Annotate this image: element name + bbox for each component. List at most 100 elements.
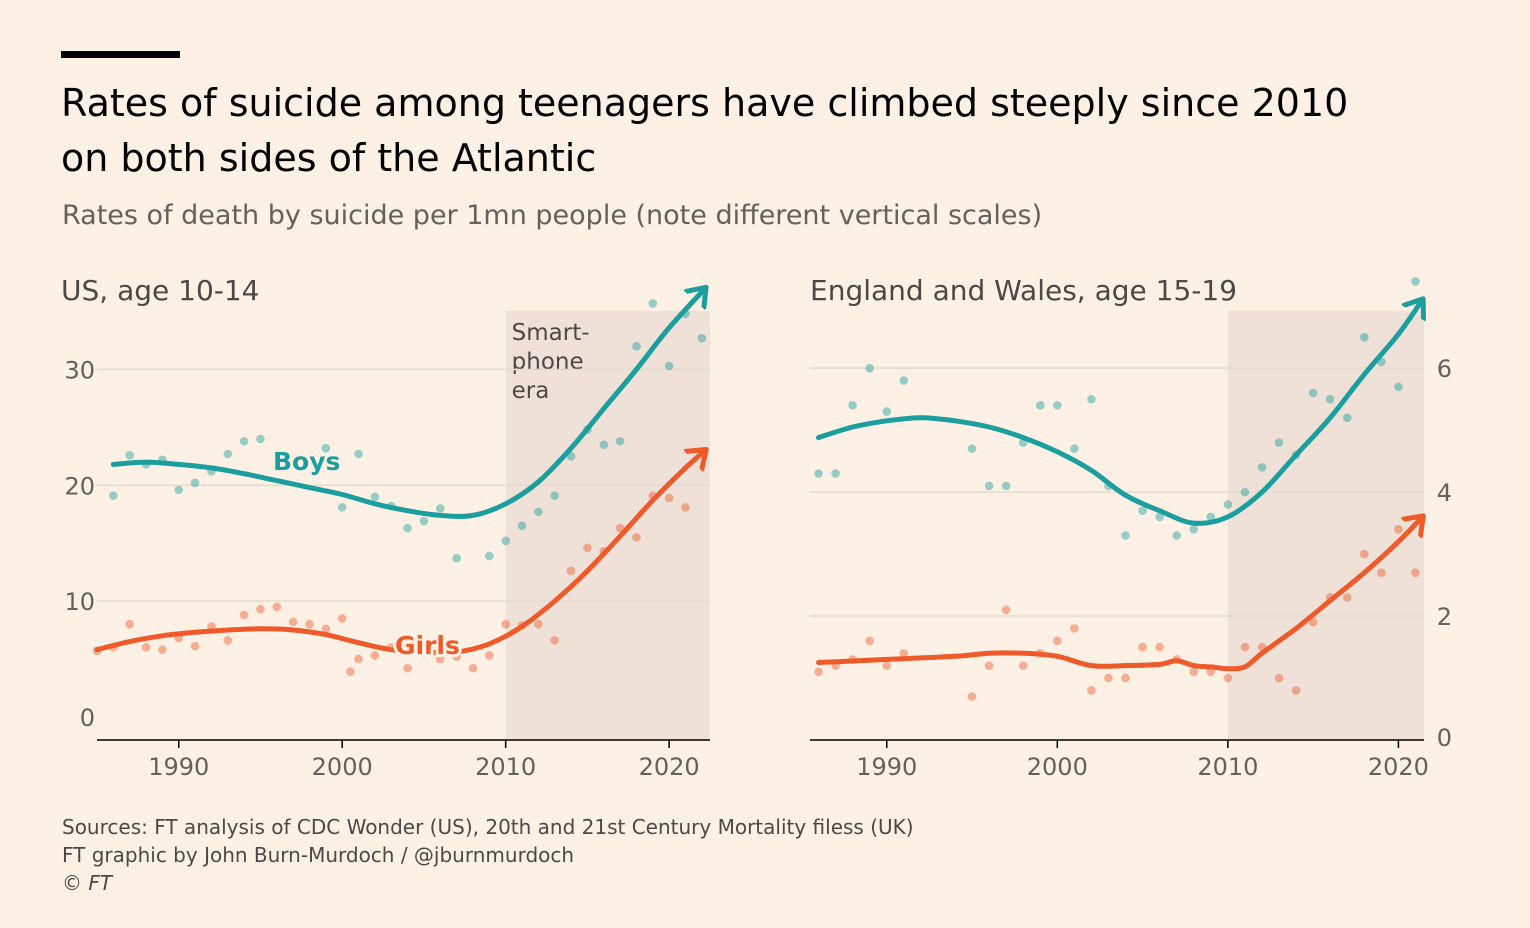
x-tick-label: 2020 [1368,753,1429,781]
girls-data-point [814,667,823,677]
girls-data-point [632,533,641,542]
boys-data-point [899,376,909,385]
boys-data-point [648,299,658,308]
boys-data-point [967,444,977,454]
boys-data-point [354,449,363,459]
boys-data-point [452,553,461,563]
boys-data-point [831,469,840,478]
girls-data-point [1104,673,1113,683]
y-tick-label: 2 [1437,603,1452,631]
x-tick-label: 1990 [148,753,209,781]
smartphone-era-label-line: phone [512,349,584,375]
boys-data-point [1257,463,1267,472]
boys-data-point [125,450,134,460]
smartphone-era-shade [505,311,710,740]
y-tick-label: 30 [64,356,95,384]
y-tick-label: 0 [1437,724,1452,752]
girls-data-point [1138,642,1147,652]
boys-data-point [403,523,412,533]
boys-data-point [1206,512,1216,522]
girls-data-point [1223,673,1233,683]
girls-data-point [346,667,355,676]
girls-data-point [1053,636,1062,646]
smartphone-era-label: Smart-phone era [512,320,590,404]
girls-data-point [1342,593,1352,602]
smartphone-era-label-line: Smart- [512,320,590,346]
x-tick-label: 1990 [856,753,917,781]
boys-data-point [697,333,707,343]
girls-data-point [1240,642,1250,652]
girls-data-point [984,661,994,670]
boys-data-point [599,440,609,450]
boys-data-point [984,481,994,491]
boys-data-point [435,504,445,513]
boys-data-point [1138,506,1147,516]
chart-subtitle: Rates of death by suicide per 1mn people… [62,200,1043,231]
panel-title-england-wales: England and Wales, age 15-19 [810,274,1238,307]
y-tick-label: 4 [1437,479,1452,507]
copyright-note: © FT [62,871,113,895]
girls-data-point [468,663,478,673]
boys-data-point [1155,512,1164,522]
girls-data-point [534,619,543,629]
boys-data-point [1070,444,1079,454]
girls-data-point [865,636,874,646]
girls-data-point [1001,605,1011,615]
boys-data-point [485,551,494,561]
girls-data-point [882,661,892,670]
girls-data-point [1274,673,1284,683]
credit-note: FT graphic by John Burn-Murdoch / @jburn… [62,843,575,867]
boys-trend-line [816,300,1423,526]
boys-data-point [534,507,543,517]
x-tick-label: 2020 [639,753,700,781]
boys-data-point [419,516,429,526]
boys-data-point [1087,394,1096,404]
girls-trend-line [94,451,705,656]
boys-data-point [1274,438,1284,447]
boys-data-point [550,491,560,500]
girls-data-point [967,692,977,701]
girls-data-point [1411,568,1420,577]
ft-title-bar [61,51,180,58]
boys-data-point [517,521,527,531]
boys-trend-line [110,288,705,519]
girls-data-point [485,651,494,660]
girls-data-point [125,619,134,629]
boys-data-point [321,443,331,453]
girls-data-point [305,619,314,629]
boys-data-point [1240,487,1250,497]
x-tick-label: 2000 [312,753,373,781]
x-tick-label: 2000 [1027,753,1088,781]
footer: Sources: FT analysis of CDC Wonder (US),… [62,813,914,897]
girls-data-point [272,602,282,612]
source-note: Sources: FT analysis of CDC Wonder (US),… [62,815,914,839]
girls-data-point [501,619,510,629]
girls-data-point [158,645,167,654]
girls-data-point [337,614,347,623]
boys-data-point [1342,413,1352,423]
girls-data-point [550,636,560,645]
chart-title: Rates of suicide among teenagers have cl… [61,76,1461,186]
girls-series-label: Girls [395,631,460,660]
boys-data-point [1411,277,1420,286]
girls-data-point [354,654,363,664]
boys-data-point [1053,401,1062,410]
girls-data-point [239,610,249,620]
boys-data-point [1394,382,1403,392]
boys-data-point [882,407,892,416]
boys-data-point [814,469,823,478]
boys-data-point [370,492,380,502]
boys-data-point [1223,500,1233,509]
boys-series-label: Boys [273,447,340,476]
boys-data-point [109,491,118,500]
boys-data-point [1325,394,1335,404]
girls-data-point [583,543,592,553]
girls-data-point [321,624,331,634]
boys-data-point [1035,401,1045,410]
boys-data-point [1001,481,1011,491]
boys-data-point [1121,531,1130,540]
panel-england-wales: 0 2 4 6 1990 2000 2010 2020 [810,277,1452,781]
girls-data-point [1377,568,1386,577]
boys-data-point [223,449,233,459]
